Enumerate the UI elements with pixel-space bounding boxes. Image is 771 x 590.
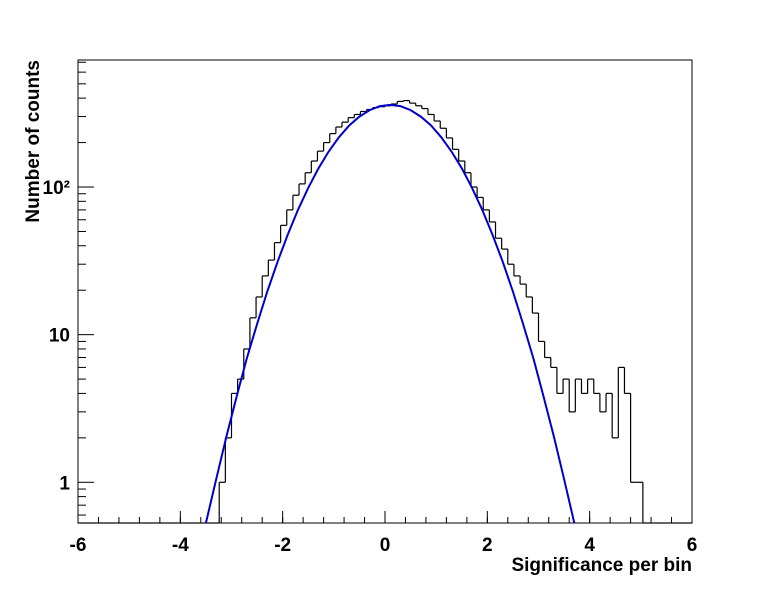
- x-tick-label: 0: [380, 535, 391, 556]
- x-tick-label: 6: [687, 535, 698, 556]
- x-axis-label: Significance per bin: [511, 555, 692, 576]
- x-tick-label: -2: [274, 535, 291, 556]
- y-tick-label: 10²: [43, 178, 70, 199]
- x-tick-label: -6: [70, 535, 87, 556]
- fit-curve: [204, 103, 576, 524]
- y-tick-label: 1: [59, 473, 70, 494]
- y-axis-label: Number of counts: [23, 60, 44, 223]
- x-tick-label: -4: [172, 535, 189, 556]
- x-tick-label: 2: [482, 535, 493, 556]
- y-tick-label: 10: [49, 326, 70, 347]
- x-tick-label: 4: [584, 535, 595, 556]
